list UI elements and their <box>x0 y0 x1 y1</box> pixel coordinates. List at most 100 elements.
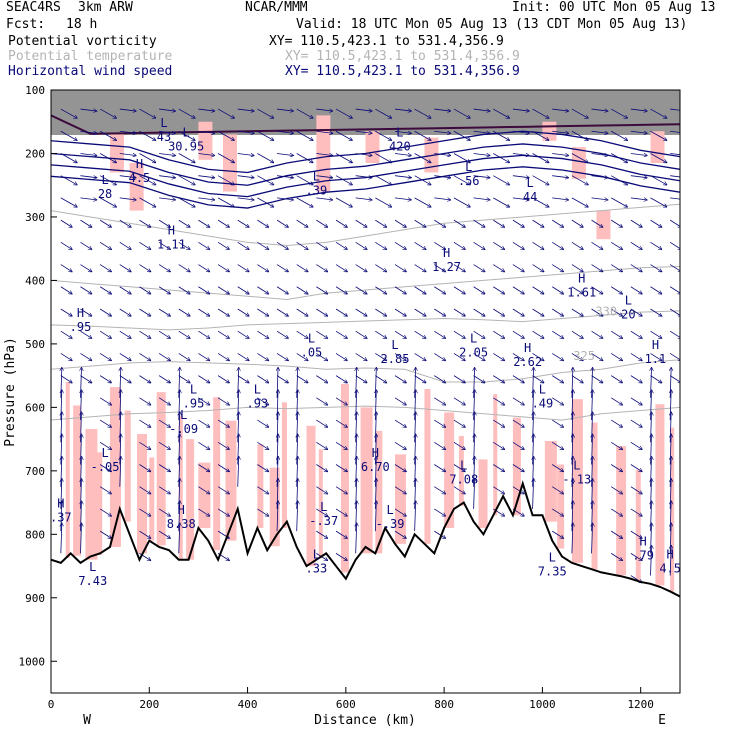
wind-vector <box>394 397 406 405</box>
wind-vector <box>99 219 111 227</box>
wind-vector <box>453 353 465 360</box>
wind-vector <box>296 264 308 272</box>
wind-vector <box>630 486 642 494</box>
shading-column <box>257 444 264 528</box>
wind-vector <box>493 308 504 316</box>
wind-vector <box>257 241 268 249</box>
wind-vector <box>493 486 504 494</box>
wind-vector <box>198 397 209 405</box>
wind-vector <box>119 130 136 133</box>
extremum-value: .93 <box>247 396 269 410</box>
wind-vector <box>139 264 150 272</box>
wind-vector <box>80 153 96 155</box>
wind-vector <box>217 464 229 471</box>
west-endpoint-label: W <box>83 713 91 728</box>
wind-vector <box>473 130 490 133</box>
wind-vector <box>533 479 534 509</box>
wind-vector <box>512 130 529 133</box>
wind-vector <box>99 108 116 118</box>
wind-vector <box>257 375 268 383</box>
wind-vector <box>630 175 647 178</box>
wind-vector <box>139 241 150 249</box>
shading-column <box>281 402 287 528</box>
wind-vector <box>257 508 268 516</box>
wind-vector <box>335 108 352 118</box>
wind-vector <box>217 264 229 272</box>
wind-vector <box>237 353 249 360</box>
wind-vector <box>394 441 406 449</box>
wind-vector <box>493 219 504 227</box>
wind-vector <box>375 286 386 294</box>
extremum-value: -.13 <box>562 473 591 487</box>
wind-vector <box>316 153 332 155</box>
wind-vector <box>394 308 406 316</box>
wind-vector <box>453 308 465 316</box>
y-tick-label: 900 <box>25 592 45 605</box>
wind-vector <box>512 153 529 155</box>
wind-vector <box>60 241 72 249</box>
wind-vector <box>60 153 77 162</box>
wind-vector <box>158 241 170 249</box>
wind-vector <box>99 530 111 538</box>
wind-vector <box>355 219 367 227</box>
wind-vector <box>630 286 642 294</box>
east-endpoint-label: E <box>658 713 666 728</box>
shading-column <box>360 407 373 554</box>
field-xy-pv: XY= 110.5,423.1 to 531.4,356.9 <box>269 34 504 49</box>
wind-vector <box>493 397 504 405</box>
wind-vector <box>60 264 72 272</box>
wind-vector <box>414 375 426 383</box>
wind-vector <box>335 530 347 538</box>
wind-vector <box>198 175 214 178</box>
wind-vector <box>394 530 406 538</box>
wind-vector <box>139 486 150 494</box>
wind-speed-contour <box>51 154 680 198</box>
extremum-value: .49 <box>532 396 554 410</box>
wind-vector <box>473 353 485 360</box>
wind-vector <box>355 153 372 155</box>
wind-vector <box>415 501 416 532</box>
wind-vector <box>630 130 647 133</box>
wind-vector <box>237 286 249 294</box>
wind-vector <box>158 219 170 227</box>
wind-vector <box>158 264 170 272</box>
wind-vector <box>178 286 190 294</box>
wind-vector <box>610 553 622 560</box>
extremum-value: .56 <box>458 174 480 188</box>
wind-vector <box>434 308 445 316</box>
wind-vector <box>355 330 367 338</box>
field-xy-wind: XY= 110.5,423.1 to 531.4,356.9 <box>285 64 520 79</box>
wind-vector <box>296 197 313 207</box>
wind-vector <box>394 153 411 155</box>
wind-speed-contour <box>51 143 680 186</box>
field-name-theta: Potential temperature <box>8 49 173 64</box>
wind-vector <box>591 241 603 249</box>
extremum-letter: H <box>443 246 450 260</box>
wind-vector <box>257 397 268 405</box>
wind-vector <box>572 523 573 554</box>
wind-vector <box>592 523 593 554</box>
wind-vector <box>158 464 170 471</box>
wind-vector <box>159 175 175 178</box>
wind-vector <box>119 308 131 316</box>
wind-vector <box>414 153 431 162</box>
extremum-letter: H <box>136 157 143 171</box>
wind-vector <box>316 130 332 133</box>
wind-vector <box>99 464 111 471</box>
extremum-letter: H <box>168 224 175 238</box>
wind-vector <box>591 130 608 133</box>
wind-vector <box>316 375 327 383</box>
wind-vector <box>335 419 347 427</box>
wind-vector <box>630 219 642 227</box>
wind-vector <box>434 197 450 200</box>
extremum-letter: L <box>190 382 197 396</box>
wind-vector <box>394 353 406 360</box>
wind-vector <box>493 130 509 140</box>
wind-vector <box>276 219 288 227</box>
wind-vector <box>99 153 116 162</box>
wind-vector <box>473 108 490 111</box>
wind-vector <box>355 241 367 249</box>
wind-vector <box>375 308 386 316</box>
wind-vector <box>610 397 622 405</box>
extremum-value: 43 <box>157 130 171 144</box>
